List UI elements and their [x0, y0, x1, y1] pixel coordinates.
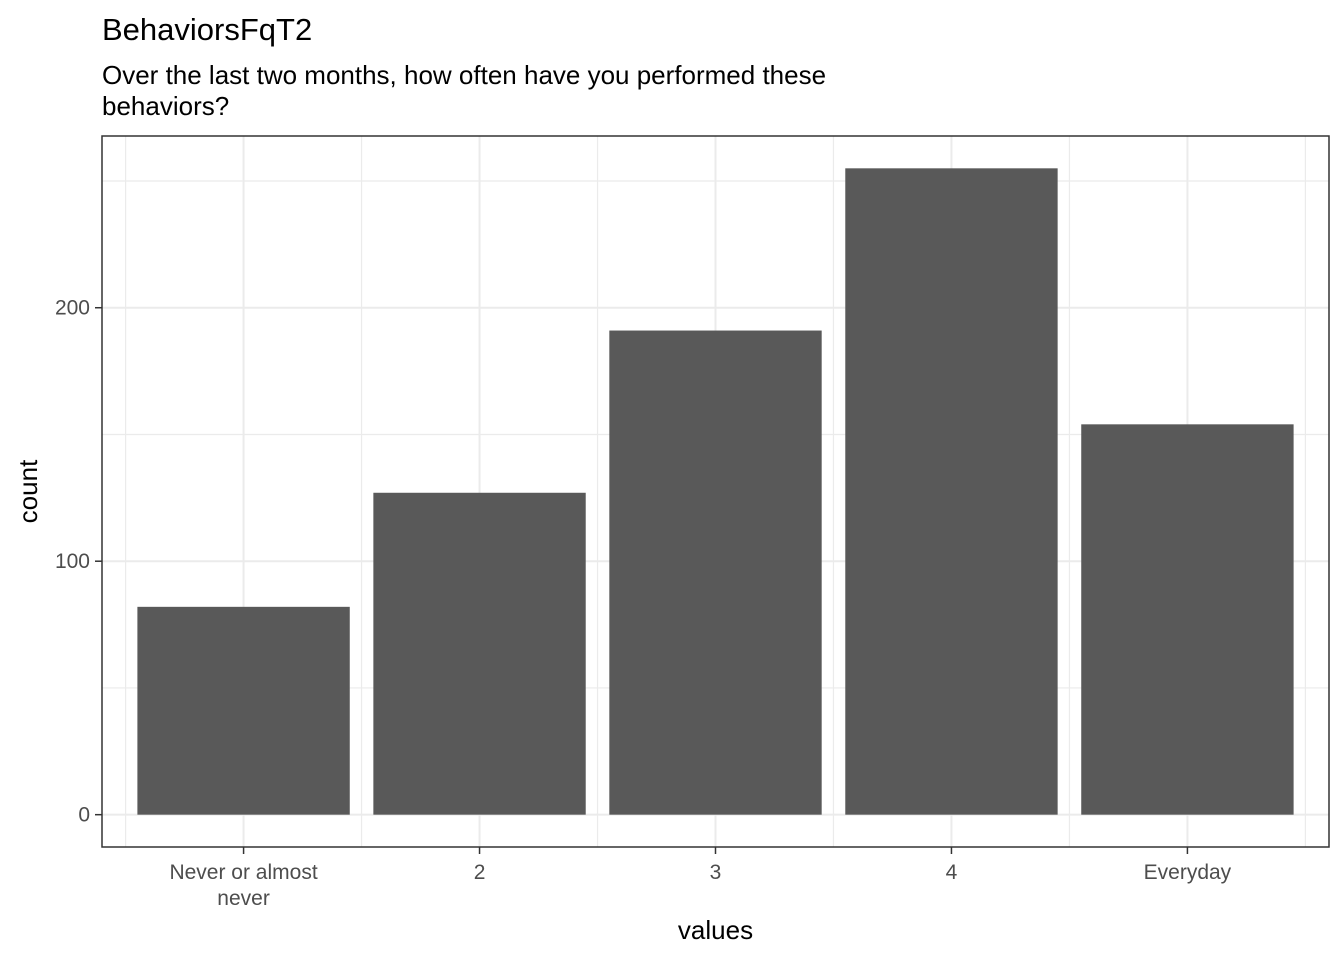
x-tick-label: 4	[946, 861, 958, 884]
y-tick-label: 200	[55, 297, 90, 320]
chart-subtitle-line-1: Over the last two months, how often have…	[102, 60, 827, 90]
x-tick-label: never	[217, 887, 270, 910]
chart-subtitle-line-2: behaviors?	[102, 91, 230, 121]
bar	[373, 492, 586, 815]
y-tick-label: 0	[78, 804, 90, 827]
y-axis-title: count	[13, 459, 43, 523]
x-tick-label: Never or almost	[169, 861, 317, 884]
x-tick-label: Everyday	[1144, 861, 1232, 884]
x-axis-title: values	[678, 915, 753, 945]
bar	[137, 606, 350, 815]
bar	[1081, 424, 1294, 815]
chart-title: BehaviorsFqT2	[102, 12, 313, 47]
x-tick-label: 2	[474, 861, 486, 884]
bar	[609, 330, 822, 815]
x-tick-label: 3	[710, 861, 722, 884]
bar	[845, 168, 1058, 815]
chart-subtitle: Over the last two months, how often have…	[102, 60, 1002, 122]
y-tick-label: 100	[55, 550, 90, 573]
